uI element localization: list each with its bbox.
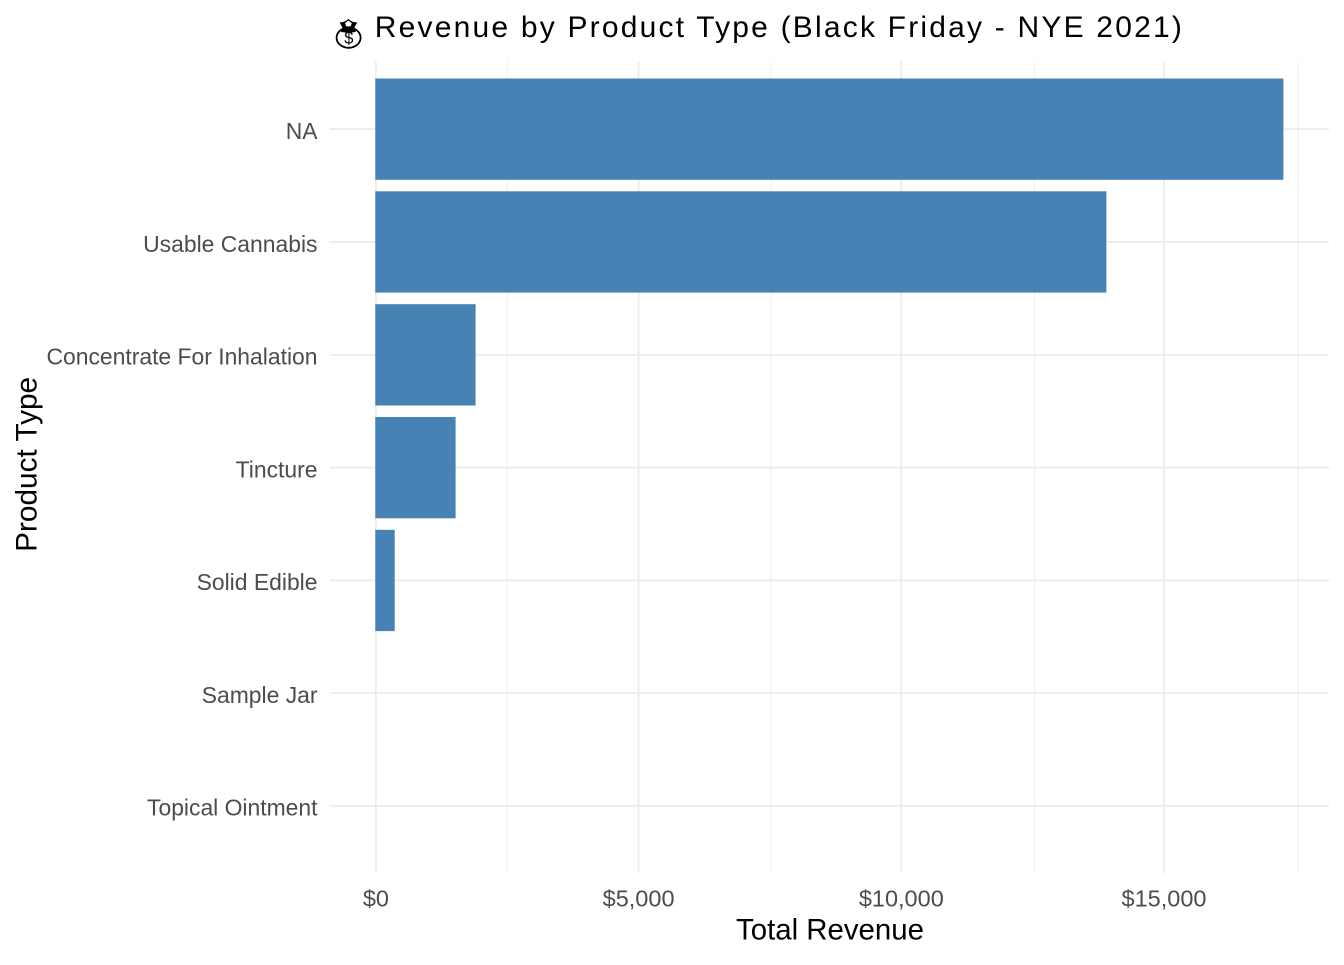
svg-text:$0: $0	[363, 886, 389, 912]
svg-text:Tincture: Tincture	[236, 456, 318, 482]
svg-text:Product Type: Product Type	[11, 377, 44, 552]
svg-text:$10,000: $10,000	[859, 886, 944, 912]
svg-text:Revenue by Product Type (Black: Revenue by Product Type (Black Friday - …	[375, 11, 1184, 44]
svg-text:Sample Jar: Sample Jar	[202, 682, 318, 708]
svg-text:Total Revenue: Total Revenue	[736, 914, 924, 947]
svg-text:Usable Cannabis: Usable Cannabis	[143, 231, 317, 257]
svg-text:Solid Edible: Solid Edible	[197, 569, 318, 595]
svg-text:Concentrate For Inhalation: Concentrate For Inhalation	[46, 344, 317, 370]
svg-text:$5,000: $5,000	[603, 886, 675, 912]
svg-text:NA: NA	[286, 118, 319, 144]
svg-text:$: $	[344, 30, 353, 48]
svg-text:$15,000: $15,000	[1122, 886, 1207, 912]
svg-text:Topical Ointment: Topical Ointment	[147, 795, 318, 821]
